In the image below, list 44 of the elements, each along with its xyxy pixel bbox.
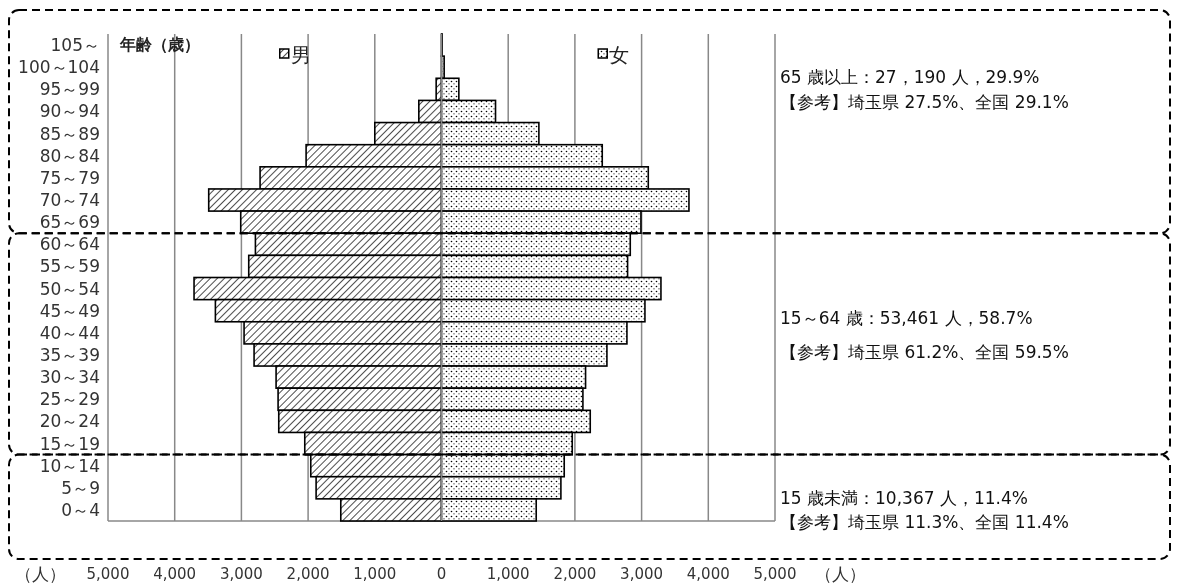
y-tick-label: 40～44 (39, 322, 100, 343)
x-axis-title: （人） (814, 564, 866, 583)
x-tick-label: 5,000 (86, 565, 130, 583)
y-tick-label: 70～74 (39, 190, 100, 211)
y-tick-label: 75～79 (39, 167, 100, 188)
x-tick-label: 1,000 (486, 565, 530, 583)
text: 【参考】埼玉県 27.5%、全国 29.1% (780, 92, 1069, 112)
x-tick-label: 4,000 (153, 565, 197, 583)
y-tick-label: 15～19 (39, 433, 100, 454)
x-tick-label: 2,000 (553, 565, 597, 583)
y-tick-label: 95～99 (39, 79, 100, 100)
text: 15 歳未満：10,367 人，11.4% (780, 488, 1028, 508)
text: 【参考】埼玉県 11.3%、全国 11.4% (780, 512, 1069, 532)
y-tick-label: 5～9 (61, 477, 100, 498)
y-tick-label: 90～94 (39, 101, 100, 122)
y-axis-title: 年齢（歳） (119, 35, 200, 54)
x-tick-label: 1,000 (353, 565, 397, 583)
y-tick-label: 0～4 (61, 499, 100, 520)
y-tick-label: 85～89 (39, 123, 100, 144)
x-tick-label: 2,000 (286, 565, 330, 583)
x-tick-label: 0 (436, 565, 447, 583)
y-tick-label: 65～69 (39, 212, 100, 233)
x-tick-label: 3,000 (620, 565, 664, 583)
y-tick-label: 20～24 (39, 411, 100, 432)
text: （人） (14, 564, 66, 583)
legend-label: 男 (290, 43, 311, 67)
text: 【参考】埼玉県 61.2%、全国 59.5% (780, 342, 1069, 362)
x-tick-label: 3,000 (219, 565, 263, 583)
y-tick-label: 80～84 (39, 145, 100, 166)
y-tick-label: 60～64 (39, 234, 100, 255)
y-tick-label: 10～14 (39, 455, 100, 476)
y-tick-label: 35～39 (39, 344, 100, 365)
text: 65 歳以上：27，190 人，29.9% (780, 67, 1040, 87)
text: 15～64 歳：53,461 人，58.7% (780, 308, 1033, 328)
x-tick-label: 5,000 (753, 565, 797, 583)
y-tick-label: 45～49 (39, 300, 100, 321)
y-tick-label: 25～29 (39, 389, 100, 410)
x-tick-label: 4,000 (686, 565, 730, 583)
y-tick-label: 105～ (50, 35, 100, 56)
y-tick-label: 30～34 (39, 367, 100, 388)
y-tick-label: 50～54 (39, 278, 100, 299)
y-tick-label: 100～104 (18, 57, 100, 78)
y-tick-label: 55～59 (39, 256, 100, 277)
legend-label: 女 (609, 43, 630, 67)
